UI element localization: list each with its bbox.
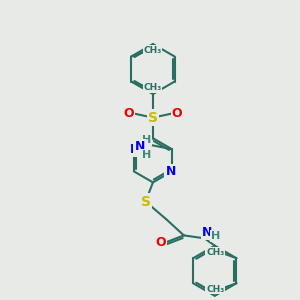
Text: S: S [141, 194, 151, 208]
Text: CH₃: CH₃ [143, 46, 162, 55]
Text: N: N [165, 165, 176, 178]
Text: N: N [130, 143, 140, 156]
Text: N: N [134, 140, 145, 153]
Text: H: H [142, 135, 151, 145]
Text: N: N [202, 226, 212, 239]
Text: H: H [142, 150, 151, 160]
Text: CH₃: CH₃ [206, 248, 224, 257]
Text: O: O [172, 107, 182, 120]
Text: CH₃: CH₃ [206, 285, 224, 294]
Text: CH₃: CH₃ [143, 83, 162, 92]
Text: H: H [211, 231, 220, 241]
Text: S: S [148, 111, 158, 124]
Text: O: O [124, 107, 134, 120]
Text: O: O [155, 236, 166, 249]
